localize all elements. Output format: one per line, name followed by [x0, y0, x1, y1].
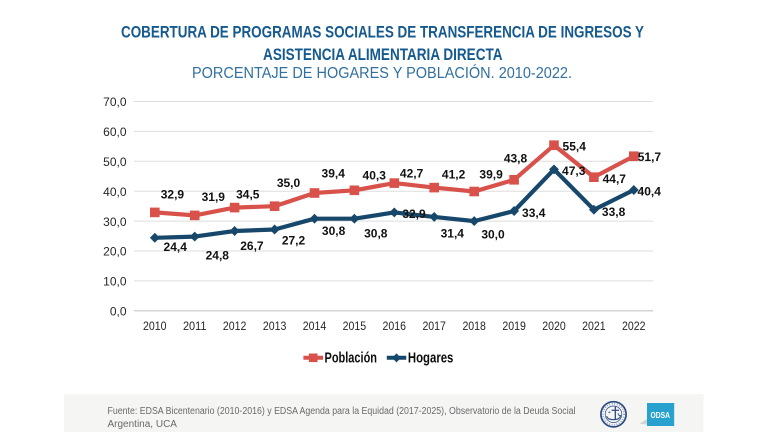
svg-text:27,2: 27,2	[282, 233, 306, 247]
svg-text:COBERTURA DE PROGRAMAS SOCIALE: COBERTURA DE PROGRAMAS SOCIALES DE TRANS…	[121, 24, 644, 42]
svg-text:33,4: 33,4	[522, 206, 546, 220]
svg-text:39,9: 39,9	[479, 168, 503, 182]
svg-text:51,7: 51,7	[638, 150, 662, 164]
svg-text:50,0: 50,0	[103, 155, 127, 169]
svg-text:10,0: 10,0	[103, 275, 127, 289]
svg-text:70,0: 70,0	[103, 95, 127, 109]
svg-text:41,2: 41,2	[442, 168, 466, 182]
svg-text:42,7: 42,7	[400, 166, 424, 180]
svg-text:Argentina, UCA: Argentina, UCA	[108, 419, 178, 430]
svg-text:Población: Población	[325, 351, 378, 367]
svg-text:60,0: 60,0	[103, 125, 127, 139]
svg-text:PORCENTAJE DE HOGARES Y POBLAC: PORCENTAJE DE HOGARES Y POBLACIÓN. 2010-…	[192, 63, 572, 82]
svg-text:2019: 2019	[502, 319, 526, 333]
svg-text:47,3: 47,3	[562, 164, 586, 178]
svg-text:24,8: 24,8	[206, 248, 230, 262]
svg-text:30,8: 30,8	[322, 224, 346, 238]
svg-text:35,0: 35,0	[277, 176, 301, 190]
svg-text:Hogares: Hogares	[408, 351, 454, 367]
svg-text:20,0: 20,0	[103, 245, 127, 259]
svg-text:Fuente: EDSA Bicentenario (201: Fuente: EDSA Bicentenario (2010-2016) y …	[108, 406, 576, 417]
svg-text:30,0: 30,0	[103, 215, 127, 229]
svg-text:2015: 2015	[343, 319, 367, 333]
svg-text:ODSA: ODSA	[650, 411, 670, 420]
svg-text:31,4: 31,4	[441, 227, 465, 241]
svg-text:40,0: 40,0	[103, 185, 127, 199]
svg-text:2016: 2016	[383, 319, 407, 333]
svg-text:33,8: 33,8	[602, 205, 626, 219]
svg-text:30,8: 30,8	[364, 227, 388, 241]
svg-text:0,0: 0,0	[110, 305, 127, 319]
svg-text:2020: 2020	[542, 319, 566, 333]
svg-text:2012: 2012	[223, 319, 247, 333]
svg-text:2018: 2018	[462, 319, 486, 333]
svg-text:2021: 2021	[582, 319, 606, 333]
svg-text:40,3: 40,3	[363, 168, 387, 182]
svg-text:40,4: 40,4	[638, 184, 662, 198]
svg-text:34,5: 34,5	[236, 188, 260, 202]
svg-text:2014: 2014	[303, 319, 327, 333]
svg-text:26,7: 26,7	[240, 239, 264, 253]
svg-text:2011: 2011	[183, 319, 207, 333]
svg-text:ASISTENCIA ALIMENTARIA DIRECTA: ASISTENCIA ALIMENTARIA DIRECTA	[263, 46, 503, 64]
svg-text:2022: 2022	[622, 319, 646, 333]
svg-text:31,9: 31,9	[202, 190, 226, 204]
svg-text:39,4: 39,4	[322, 167, 346, 181]
svg-text:2017: 2017	[422, 319, 446, 333]
svg-text:2013: 2013	[263, 319, 287, 333]
svg-text:32,9: 32,9	[161, 188, 185, 202]
svg-text:32,9: 32,9	[402, 207, 426, 221]
svg-text:44,7: 44,7	[603, 172, 627, 186]
svg-text:43,8: 43,8	[504, 151, 528, 165]
svg-text:2010: 2010	[143, 319, 167, 333]
svg-text:55,4: 55,4	[563, 140, 587, 154]
svg-text:24,4: 24,4	[164, 240, 188, 254]
svg-text:30,0: 30,0	[481, 228, 505, 242]
